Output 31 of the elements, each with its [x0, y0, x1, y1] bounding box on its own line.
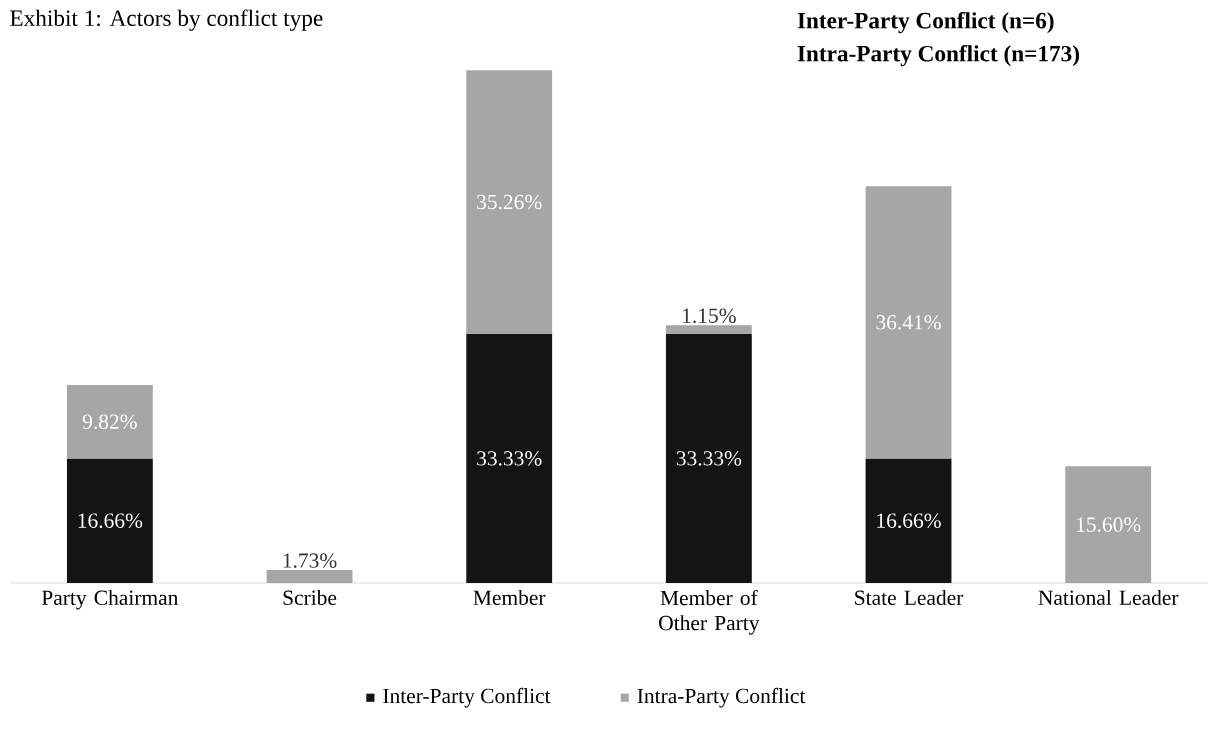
- data-label: 33.33%: [676, 451, 742, 466]
- chart-title: Exhibit 1: Actors by conflict type: [10, 9, 323, 31]
- bar: [466, 333, 553, 583]
- text: Inter-Party Conflict (n=6): [797, 11, 1054, 34]
- data-label: 16.66%: [78, 513, 143, 528]
- bar: [665, 333, 752, 583]
- data-label: 16.66%: [877, 513, 941, 528]
- x-tick-label: State Leader: [855, 589, 964, 605]
- legend-label: Intra-Party Conflict: [637, 687, 806, 708]
- bar: [66, 458, 153, 583]
- text: Intra-Party Conflict (n=173): [797, 44, 1079, 67]
- x-tick-label: Party Chairman: [41, 589, 179, 610]
- bar: [865, 458, 952, 583]
- data-label: 33.33%: [477, 451, 542, 466]
- bar: [466, 70, 553, 334]
- bar: [266, 570, 353, 583]
- x-tick-label: Member of Other Party: [659, 589, 760, 635]
- data-label: 9.82%: [82, 414, 137, 430]
- data-label: 35.26%: [477, 194, 542, 210]
- x-tick-label: Member: [473, 589, 546, 605]
- data-label: 36.41%: [876, 315, 941, 330]
- bar: [665, 325, 752, 334]
- bar: [66, 385, 153, 459]
- legend-label: Inter-Party Conflict: [383, 687, 551, 708]
- data-label: 1.73%: [283, 553, 337, 568]
- x-tick-label: National Leader: [1038, 589, 1179, 605]
- data-label: 15.60%: [1077, 517, 1141, 532]
- x-tick-label: Scribe: [283, 589, 337, 605]
- data-label: 1.15%: [683, 308, 736, 324]
- bar: [865, 186, 952, 459]
- bar: [1065, 466, 1152, 583]
